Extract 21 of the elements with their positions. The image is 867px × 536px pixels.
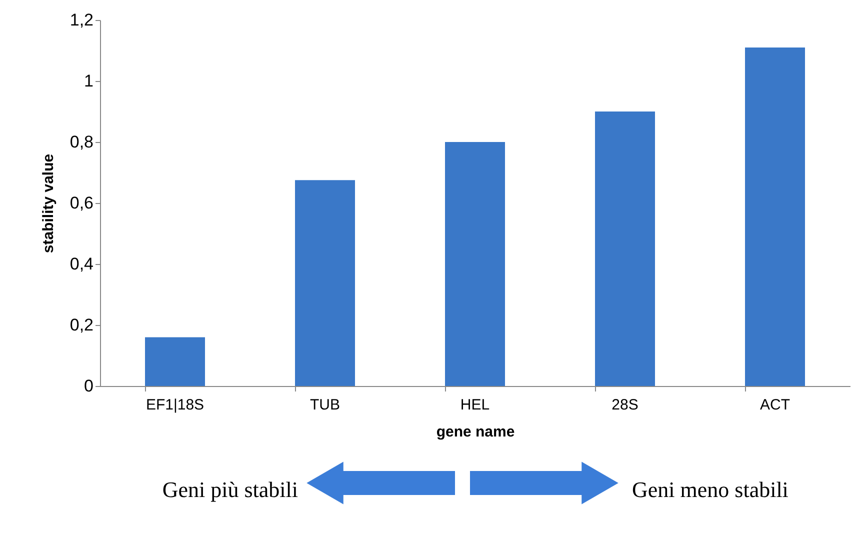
bar (295, 180, 355, 386)
text: Geni più stabili (162, 477, 298, 502)
y-axis-title: stability value (40, 154, 57, 254)
text: Geni meno stabili (632, 477, 788, 502)
x-tick-label: 28S (612, 396, 638, 414)
y-tick-label: 0,8 (70, 132, 94, 152)
y-tick-label: 0,4 (70, 254, 94, 274)
y-tick-label: 1 (84, 72, 94, 90)
x-tick-label: TUB (310, 396, 340, 414)
y-tick-label: 0,2 (70, 316, 94, 334)
bar (595, 112, 655, 386)
x-axis-title: gene name (436, 424, 515, 440)
x-tick-label: EF1|18S (146, 396, 204, 414)
x-tick-label: ACT (760, 396, 790, 414)
bar (445, 142, 505, 386)
y-tick-label: 0 (84, 376, 94, 396)
y-tick-label: 0,6 (70, 194, 94, 212)
bar (145, 337, 205, 386)
x-tick-label: HEL (460, 396, 490, 414)
y-tick-label: 1,2 (70, 10, 94, 30)
bar (745, 47, 805, 386)
